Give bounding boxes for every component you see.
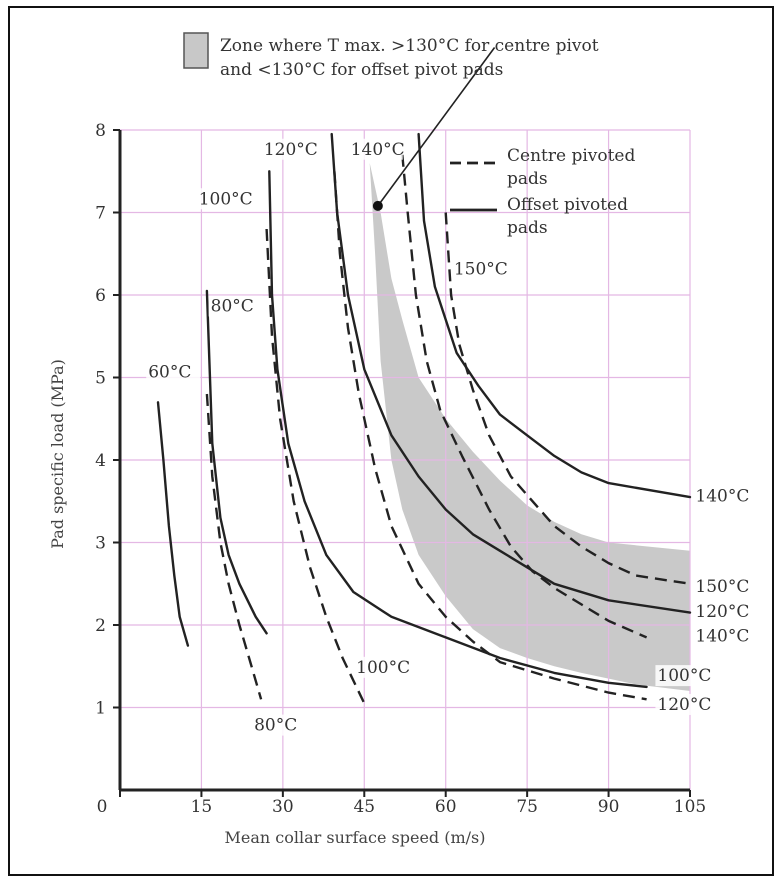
curve-label: 150°C <box>695 577 749 597</box>
curve-label-bg <box>655 693 710 715</box>
x-tick-label: 90 <box>598 797 620 817</box>
shaded-zone <box>369 163 690 691</box>
x-tick-label: 45 <box>353 797 375 817</box>
centre-pivot-curve-9 <box>444 212 691 585</box>
y-tick-label: 3 <box>95 534 106 554</box>
curve-label-bg <box>146 361 201 383</box>
zone-pointer-dot <box>372 200 383 211</box>
curve-label-bg <box>693 485 748 507</box>
x-tick-label: 105 <box>674 797 706 817</box>
curve-label: 100°C <box>356 658 410 678</box>
legend-offset-text-1: Offset pivoted <box>507 195 628 215</box>
legend: Zone where T max. >130°C for centre pivo… <box>183 32 635 238</box>
centre-pivot-curve-6 <box>265 228 366 704</box>
series-layer <box>156 47 692 704</box>
curve-label: 150°C <box>454 259 508 279</box>
centre-pivot-curve-5 <box>205 393 263 700</box>
curve-label: 80°C <box>211 297 254 317</box>
legend-zone-swatch <box>183 32 209 69</box>
legend-zone-text-2: and <130°C for offset pivot pads <box>220 60 503 80</box>
curve-label-bg <box>693 625 748 647</box>
curve-label: 140°C <box>695 627 749 647</box>
centre-pivot-curve-8 <box>401 154 648 639</box>
x-tick-label: 60 <box>435 797 457 817</box>
curve-label: 120°C <box>657 695 711 715</box>
curve-label-bg <box>354 656 409 678</box>
y-axis-label: Pad specific load (MPa) <box>48 359 67 549</box>
legend-offset-text-2: pads <box>507 218 548 238</box>
zone-layer <box>369 163 690 691</box>
offset-pivot-curve-2 <box>268 170 648 689</box>
curve-label: 100°C <box>657 666 711 686</box>
y-tick-label: 6 <box>95 286 106 306</box>
curve-label-bg <box>252 714 307 736</box>
curve-label-bg <box>693 600 748 622</box>
label-layer: 60°C 80°C 100°C 120°C 140°C 150°C 80°C 100°C 140… <box>146 138 749 736</box>
legend-centre-text-2: pads <box>507 169 548 189</box>
grid-layer <box>120 129 691 790</box>
legend-zone-text-1: Zone where T max. >130°C for centre pivo… <box>220 36 599 56</box>
y-tick-label: 4 <box>95 451 106 471</box>
curve-label-bg <box>693 576 748 597</box>
curve-label-bg <box>208 295 263 317</box>
x-tick-label: 15 <box>191 797 213 817</box>
curve-label: 100°C <box>199 189 253 209</box>
centre-pivot-curve-7 <box>333 171 647 701</box>
offset-pivot-curve-3 <box>330 132 692 614</box>
y-tick-label: 1 <box>95 699 106 719</box>
curve-label: 60°C <box>148 363 191 383</box>
offset-pivot-curve-1 <box>205 289 268 635</box>
curve-label: 120°C <box>695 602 749 622</box>
x-tick-label: 75 <box>516 797 538 817</box>
zone-pointer-line <box>377 47 496 207</box>
curve-label: 140°C <box>695 486 749 506</box>
curve-label-bg <box>451 258 506 280</box>
curve-label: 120°C <box>264 140 318 160</box>
curve-label-bg <box>655 665 710 687</box>
x-tick-label: 30 <box>272 797 294 817</box>
legend-centre-text-1: Centre pivoted <box>507 146 635 166</box>
curve-label: 140°C <box>351 140 405 160</box>
y-tick-label: 7 <box>95 204 106 224</box>
curve-label-bg <box>196 188 251 210</box>
x-axis-label: Mean collar surface speed (m/s) <box>225 828 486 847</box>
curve-label-bg <box>348 138 403 160</box>
x-tick-label: 0 <box>97 797 108 817</box>
offset-pivot-curve-4 <box>417 132 692 499</box>
y-tick-label: 5 <box>95 369 106 389</box>
y-tick-label: 2 <box>95 616 106 636</box>
curve-label: 80°C <box>254 716 297 736</box>
y-tick-label: 8 <box>95 121 106 141</box>
curve-label-bg <box>261 138 316 160</box>
offset-pivot-curve-0 <box>156 401 190 647</box>
